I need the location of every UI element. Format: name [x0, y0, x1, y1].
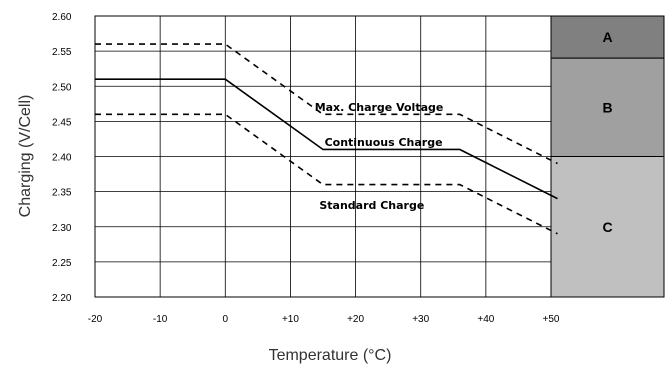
y-tick-label: 2.35	[52, 188, 72, 199]
x-tick-label: +30	[412, 314, 429, 325]
y-tick-label: 2.55	[52, 47, 72, 58]
x-tick-label: +50	[543, 314, 560, 325]
grid-lines	[94, 15, 552, 298]
y-tick-label: 2.25	[52, 258, 72, 269]
series-labels: Max. Charge Voltage Continuous Charge Stan…	[315, 101, 444, 212]
plot-frame	[94, 15, 552, 298]
y-tick-labels: 2.20 2.25 2.30 2.35 2.40 2.45 2.50 2.55 2.60	[52, 12, 72, 304]
series-label-2: Continuous Charge	[325, 136, 443, 149]
x-tick-label: +40	[477, 314, 494, 325]
y-tick-label: 2.40	[52, 153, 72, 164]
x-tick-label: 0	[223, 314, 229, 325]
y-tick-label: 2.20	[52, 293, 72, 304]
y-tick-label: 2.50	[52, 82, 72, 93]
zone-bands: A B C	[550, 15, 665, 298]
x-tick-label: +10	[282, 314, 299, 325]
x-axis-title: Temperature (°C)	[269, 347, 392, 364]
zone-label-c: C	[602, 219, 612, 235]
zone-a	[550, 15, 665, 59]
zone-c	[550, 156, 665, 298]
y-tick-label: 2.30	[52, 223, 72, 234]
x-tick-label: -20	[88, 314, 103, 325]
series-line-2	[95, 78, 558, 200]
x-tick-label: -10	[153, 314, 168, 325]
series-label-3: Standard Charge	[319, 199, 424, 212]
y-tick-label: 2.45	[52, 117, 72, 128]
y-axis-title: Charging (V/Cell)	[17, 95, 34, 218]
x-tick-labels: -20 -10 0 +10 +20 +30 +40 +50	[88, 314, 560, 325]
series-line-1	[95, 43, 558, 165]
y-tick-label: 2.60	[52, 12, 72, 23]
series-label-1: Max. Charge Voltage	[315, 101, 444, 114]
x-tick-label: +20	[347, 314, 364, 325]
zone-b	[550, 57, 665, 157]
zone-label-a: A	[602, 29, 612, 45]
series-line-3	[95, 113, 558, 235]
series-lines	[95, 43, 558, 235]
zone-label-b: B	[602, 99, 612, 115]
